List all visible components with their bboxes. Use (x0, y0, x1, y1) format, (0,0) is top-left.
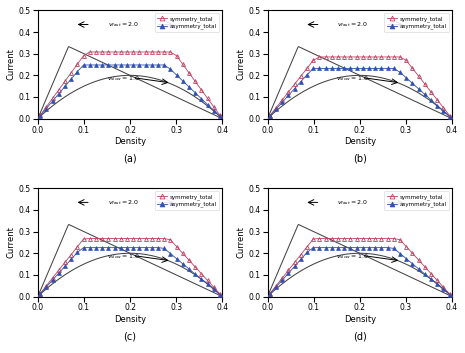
Y-axis label: Current: Current (237, 49, 246, 80)
Y-axis label: Current: Current (237, 227, 246, 258)
Y-axis label: Current: Current (7, 227, 16, 258)
Legend: symmetry_total, asymmetry_total: symmetry_total, asymmetry_total (155, 191, 219, 210)
Y-axis label: Current: Current (7, 49, 16, 80)
Text: (c): (c) (124, 331, 137, 341)
Legend: symmetry_total, asymmetry_total: symmetry_total, asymmetry_total (155, 13, 219, 32)
X-axis label: Density: Density (344, 137, 376, 146)
X-axis label: Density: Density (344, 315, 376, 324)
Legend: symmetry_total, asymmetry_total: symmetry_total, asymmetry_total (385, 13, 449, 32)
Text: $v_{fast}=2.0$: $v_{fast}=2.0$ (107, 20, 139, 29)
Text: $v_{fast}=2.0$: $v_{fast}=2.0$ (337, 198, 368, 207)
Legend: symmetry_total, asymmetry_total: symmetry_total, asymmetry_total (385, 191, 449, 210)
Text: $v_{fast}=2.0$: $v_{fast}=2.0$ (107, 198, 139, 207)
Text: $v_{slow}=1.0$: $v_{slow}=1.0$ (107, 252, 140, 261)
Text: (a): (a) (123, 153, 137, 163)
Text: $v_{fast}=2.0$: $v_{fast}=2.0$ (337, 20, 368, 29)
X-axis label: Density: Density (114, 315, 146, 324)
Text: (d): (d) (353, 331, 366, 341)
X-axis label: Density: Density (114, 137, 146, 146)
Text: $v_{slow}=1.0$: $v_{slow}=1.0$ (107, 74, 140, 83)
Text: (b): (b) (353, 153, 367, 163)
Text: $v_{slow}=1.0$: $v_{slow}=1.0$ (337, 252, 369, 261)
Text: $v_{slow}=1.0$: $v_{slow}=1.0$ (337, 74, 369, 83)
